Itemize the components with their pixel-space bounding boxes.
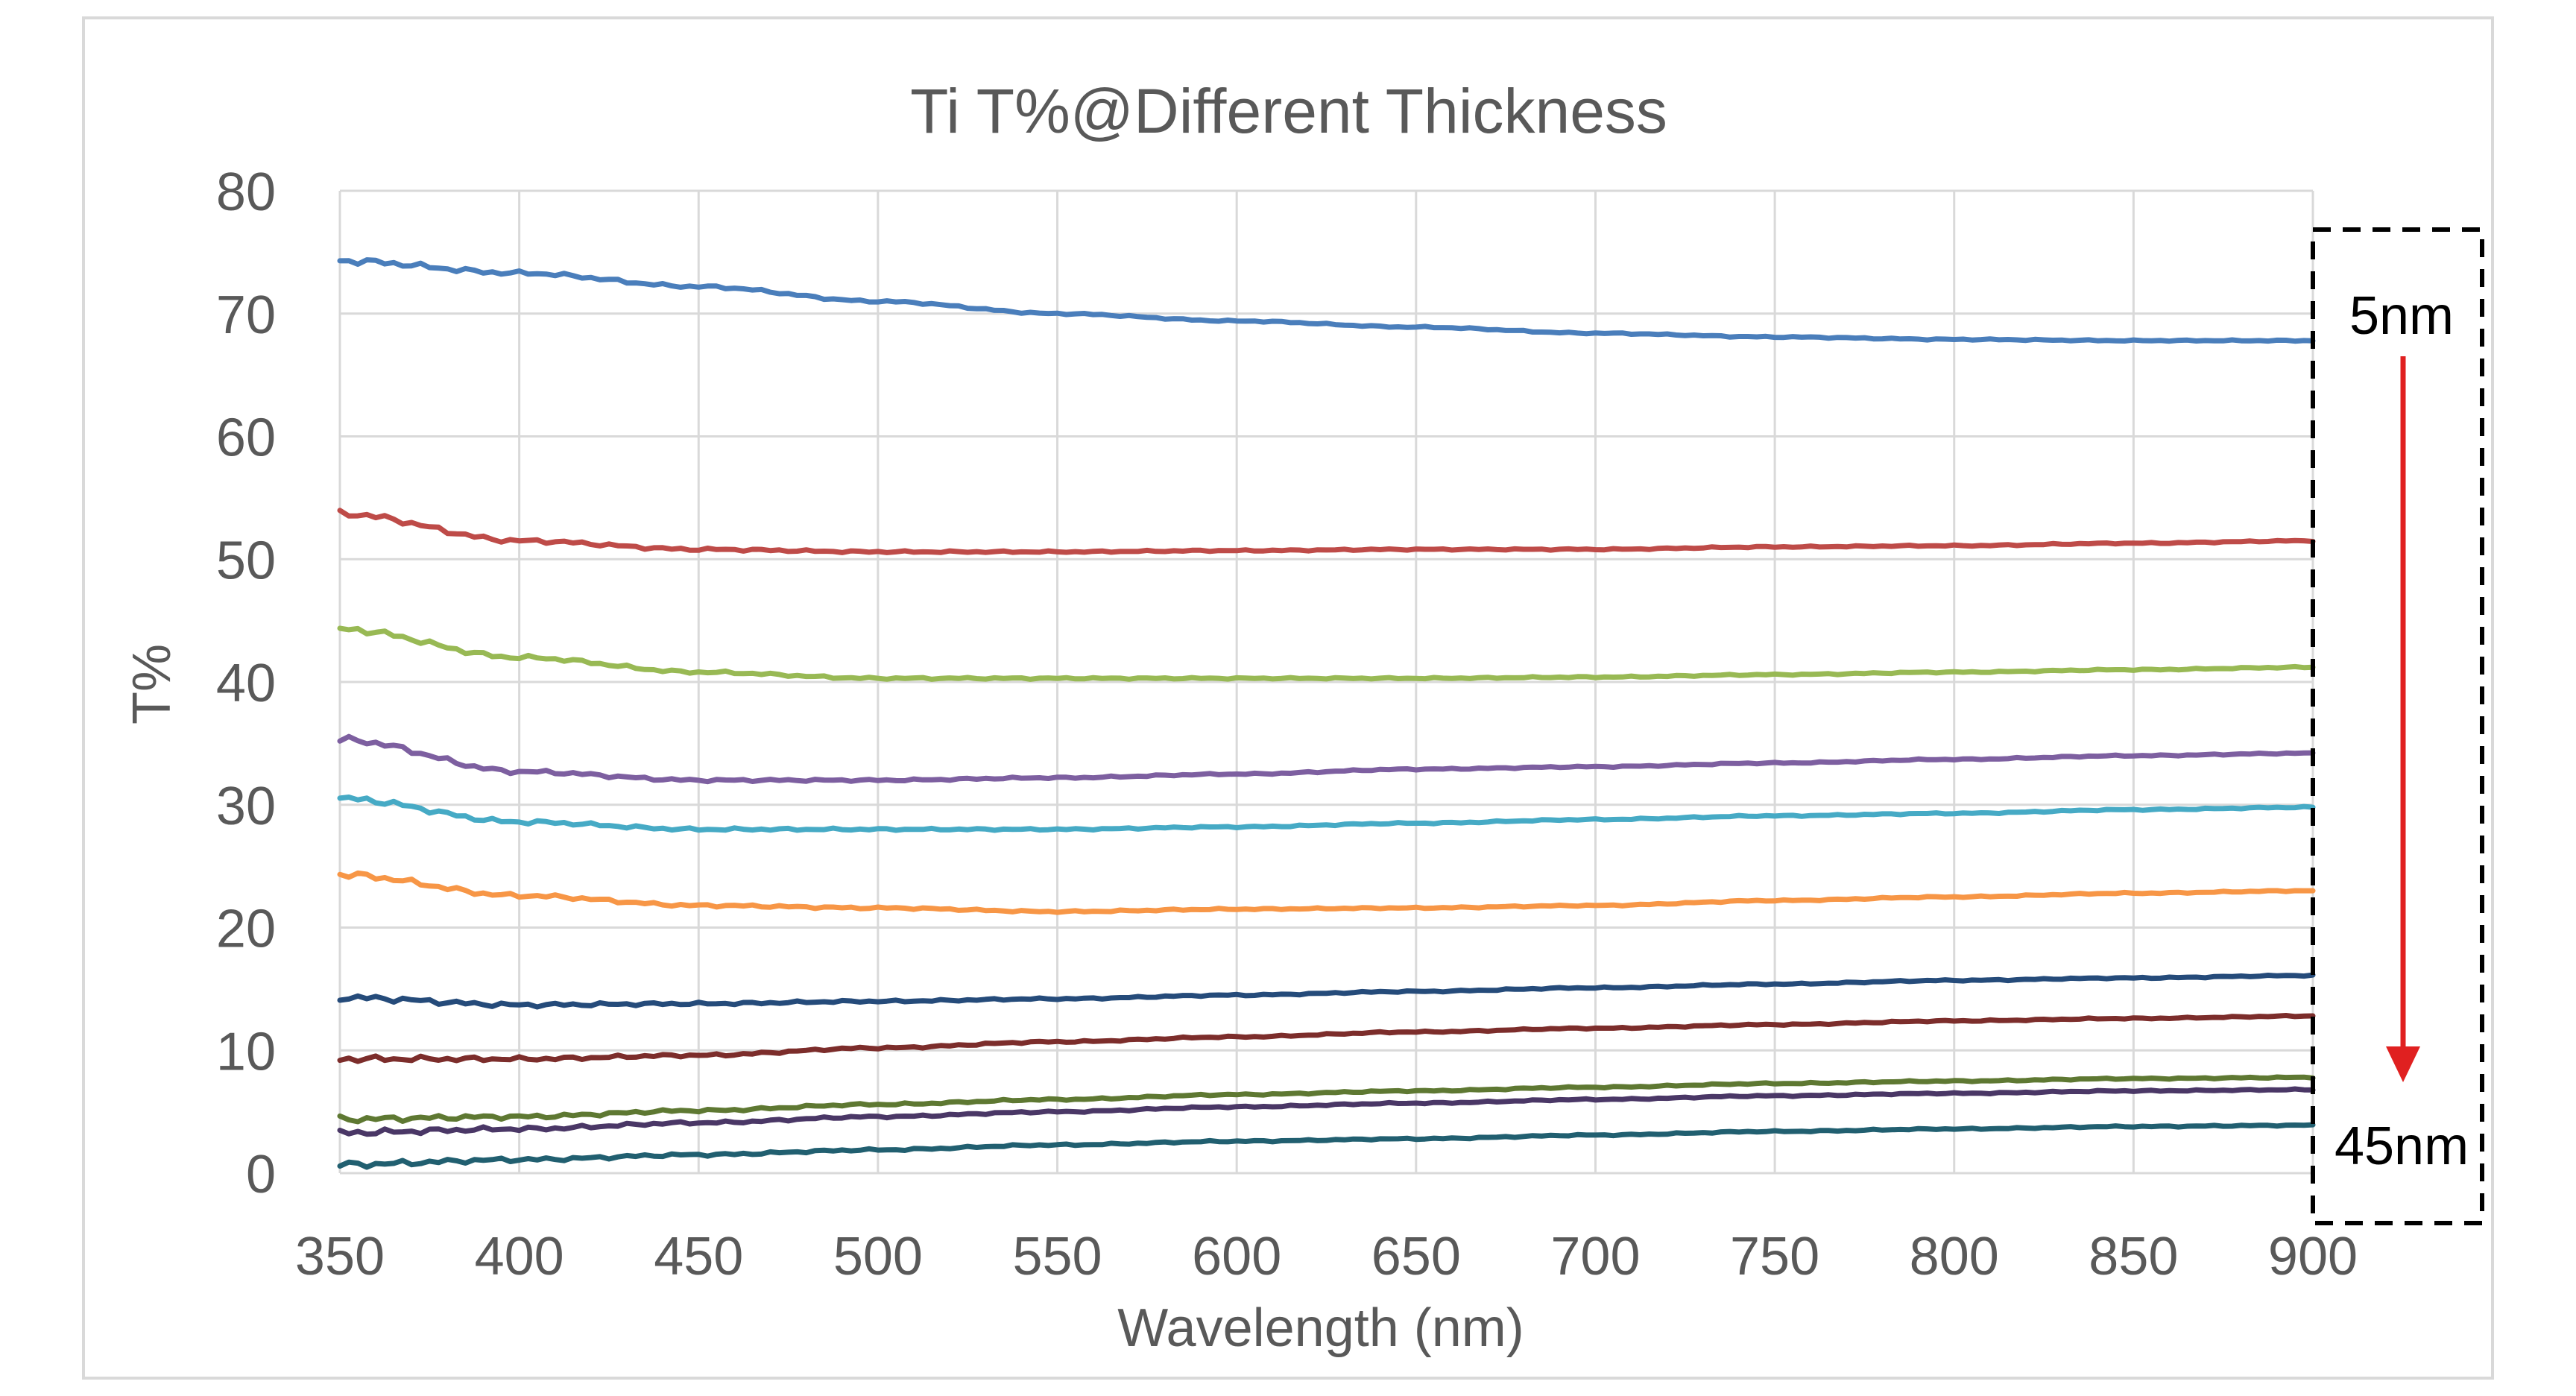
series-line	[337, 733, 2316, 785]
y-tick-label: 80	[216, 162, 276, 222]
series-lines	[337, 257, 2316, 1170]
x-tick-label: 550	[1012, 1227, 1102, 1286]
x-tick-label: 900	[2268, 1227, 2358, 1286]
y-tick-label: 10	[216, 1022, 276, 1081]
series-line	[337, 1074, 2316, 1125]
x-tick-label: 650	[1371, 1227, 1461, 1286]
annotation-top-label: 5nm	[2349, 286, 2454, 346]
series-line	[337, 972, 2316, 1010]
series-line	[337, 1086, 2316, 1137]
y-tick-label: 50	[216, 531, 276, 590]
y-tick-label: 60	[216, 408, 276, 468]
series-line	[337, 257, 2316, 344]
x-tick-label: 350	[295, 1227, 385, 1286]
x-tick-label: 850	[2089, 1227, 2178, 1286]
x-tick-label: 700	[1550, 1227, 1640, 1286]
thickness-arrow-head	[2386, 1046, 2420, 1082]
series-line	[337, 625, 2316, 682]
x-axis-title: Wavelength (nm)	[1117, 1298, 1524, 1358]
annotation-bottom-label: 45nm	[2334, 1117, 2469, 1176]
series-line	[337, 870, 2316, 915]
y-tick-label: 20	[216, 900, 276, 959]
annotation-dashed-box	[2311, 227, 2484, 1225]
x-tick-label: 400	[475, 1227, 564, 1286]
series-line	[337, 1013, 2316, 1064]
x-tick-label: 450	[654, 1227, 743, 1286]
x-tick-label: 750	[1730, 1227, 1819, 1286]
chart-title: Ti T%@Different Thickness	[910, 76, 1667, 146]
series-line	[337, 795, 2316, 833]
x-tick-label: 800	[1910, 1227, 1999, 1286]
series-line	[337, 1122, 2316, 1170]
x-tick-label: 500	[833, 1227, 923, 1286]
y-tick-labels: 0 10 20 30 40 50 60 70 80	[216, 162, 276, 1204]
y-tick-label: 30	[216, 777, 276, 836]
vertical-gridlines	[518, 191, 2314, 1173]
y-tick-label: 40	[216, 654, 276, 713]
x-tick-labels: 350 400 450 500 550 600 650 700 750 800 850 900	[295, 1227, 2358, 1286]
thickness-annotation: 5nm 45nm	[2311, 227, 2484, 1225]
chart-frame	[82, 16, 2494, 1380]
horizontal-gridlines	[340, 189, 2313, 1052]
y-tick-label: 0	[246, 1145, 276, 1204]
x-tick-label: 600	[1192, 1227, 1281, 1286]
y-axis-title: T%	[122, 644, 182, 724]
y-tick-label: 70	[216, 285, 276, 345]
series-line	[337, 508, 2316, 555]
